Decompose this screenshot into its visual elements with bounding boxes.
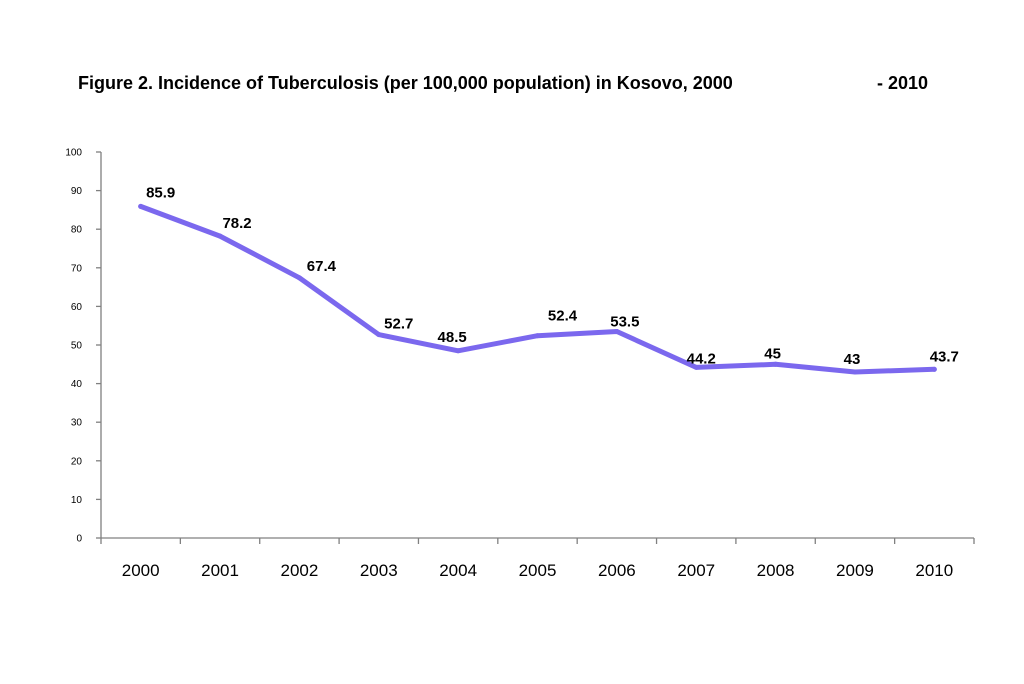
y-tick-label: 60 bbox=[71, 302, 83, 313]
x-tick-label: 2000 bbox=[122, 561, 160, 580]
data-label: 48.5 bbox=[438, 329, 467, 346]
data-point bbox=[296, 275, 302, 281]
data-label: 44.2 bbox=[687, 350, 716, 367]
data-label: 43.7 bbox=[930, 348, 959, 365]
x-tick-label: 2009 bbox=[836, 561, 874, 580]
data-label: 43 bbox=[844, 351, 861, 368]
y-tick-label: 40 bbox=[71, 379, 83, 390]
data-label: 52.7 bbox=[384, 316, 413, 333]
data-point bbox=[693, 364, 699, 370]
data-point bbox=[931, 366, 937, 372]
data-point bbox=[138, 203, 144, 209]
y-tick-label: 50 bbox=[71, 341, 83, 352]
data-label: 85.9 bbox=[146, 184, 175, 201]
y-tick-label: 10 bbox=[71, 495, 83, 506]
y-tick-label: 90 bbox=[71, 186, 83, 197]
data-point bbox=[852, 369, 858, 375]
data-point bbox=[217, 233, 223, 239]
data-label: 67.4 bbox=[307, 258, 337, 275]
series-line bbox=[138, 203, 937, 375]
chart-title-main: Figure 2. Incidence of Tuberculosis (per… bbox=[78, 73, 733, 93]
x-tick-label: 2006 bbox=[598, 561, 636, 580]
y-tick-label: 0 bbox=[76, 534, 82, 545]
chart-title: Figure 2. Incidence of Tuberculosis (per… bbox=[0, 73, 1024, 97]
data-label: 52.4 bbox=[548, 308, 578, 325]
data-label: 53.5 bbox=[610, 313, 639, 330]
x-tick-label: 2003 bbox=[360, 561, 398, 580]
chart-title-end: - 2010 bbox=[877, 73, 929, 93]
data-point bbox=[773, 361, 779, 367]
y-tick-label: 70 bbox=[71, 263, 83, 274]
x-tick-label: 2007 bbox=[677, 561, 715, 580]
x-tick-label: 2005 bbox=[519, 561, 557, 580]
data-point bbox=[614, 328, 620, 334]
data-label: 78.2 bbox=[222, 215, 251, 232]
x-tick-label: 2001 bbox=[201, 561, 239, 580]
data-point bbox=[376, 332, 382, 338]
y-tick-label: 20 bbox=[71, 456, 83, 467]
y-tick-label: 30 bbox=[71, 418, 83, 429]
data-point bbox=[535, 333, 540, 339]
x-tick-label: 2008 bbox=[757, 561, 795, 580]
x-tick-label: 2010 bbox=[915, 561, 953, 580]
x-tick-label: 2002 bbox=[280, 561, 318, 580]
data-label: 45 bbox=[764, 345, 781, 362]
data-point bbox=[455, 348, 461, 354]
y-tick-label: 80 bbox=[71, 225, 83, 236]
x-tick-label: 2004 bbox=[439, 561, 477, 580]
y-tick-label: 100 bbox=[65, 148, 82, 159]
